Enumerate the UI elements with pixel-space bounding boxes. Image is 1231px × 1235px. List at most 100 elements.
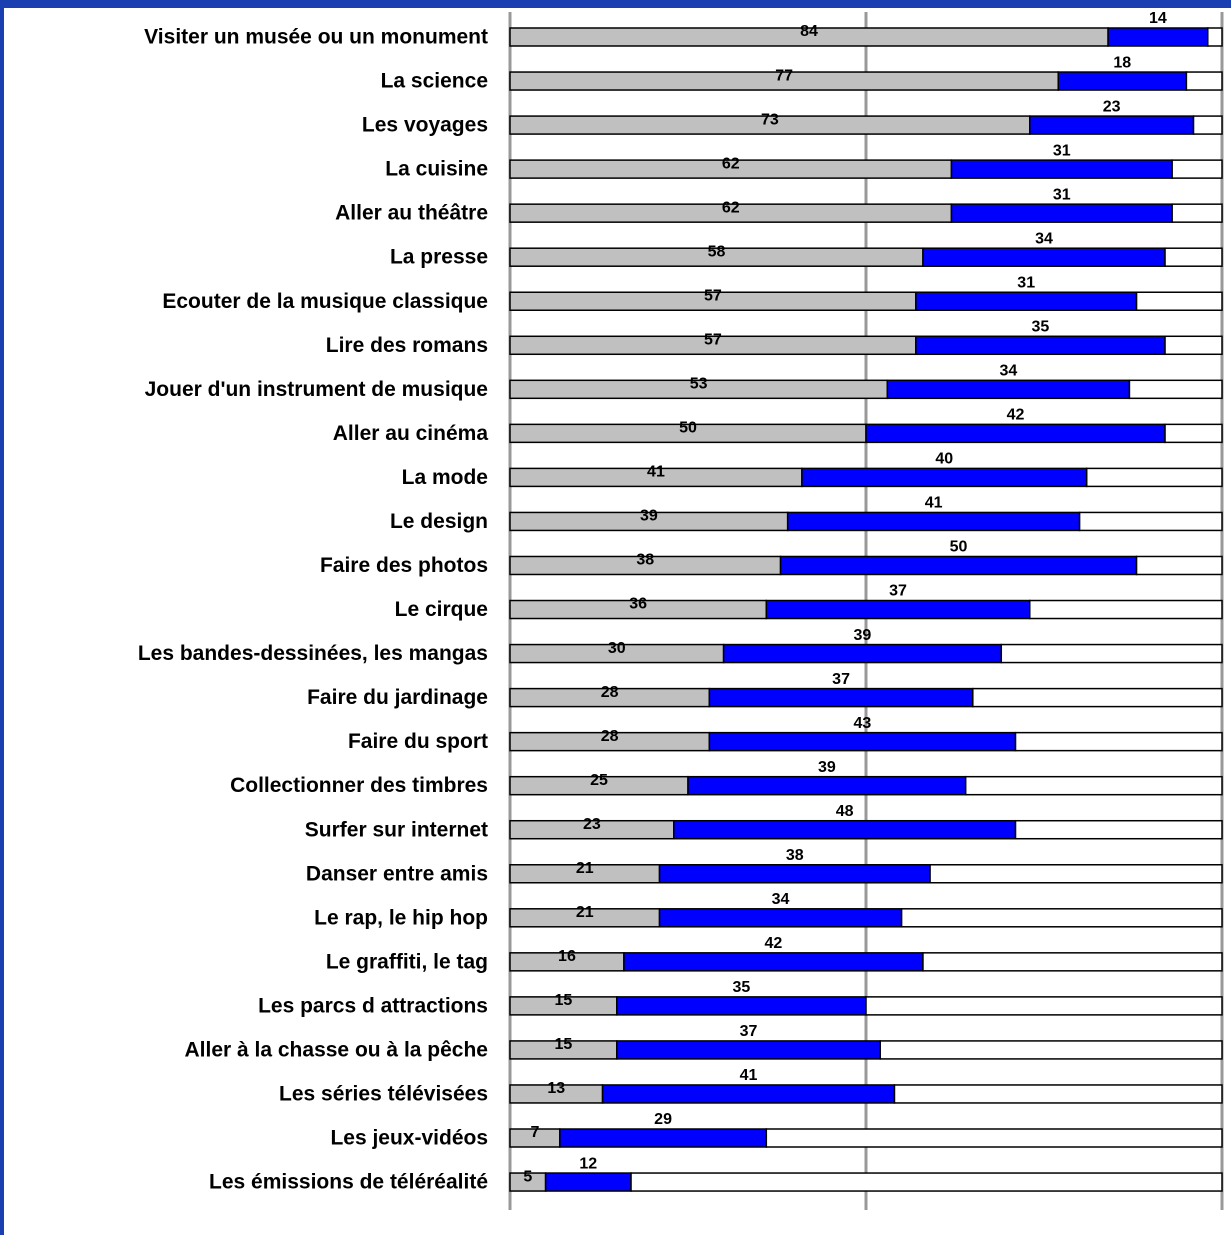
bar-segment bbox=[559, 1128, 768, 1148]
bar-segment bbox=[722, 643, 1003, 664]
bar-segment bbox=[1085, 467, 1223, 488]
bar-segment bbox=[765, 1128, 1223, 1148]
value-label: 39 bbox=[640, 508, 658, 525]
bar-segment bbox=[616, 1040, 881, 1060]
bar-segment bbox=[1171, 203, 1223, 223]
value-label: 39 bbox=[818, 759, 836, 776]
value-label: 35 bbox=[1032, 318, 1050, 335]
category-label: Les bandes-dessinées, les mangas bbox=[138, 642, 488, 665]
bar-segment bbox=[1107, 27, 1209, 47]
category-label: Le rap, le hip hop bbox=[314, 906, 488, 929]
category-label: La mode bbox=[402, 466, 488, 489]
bar-segment bbox=[616, 996, 867, 1016]
value-label: 34 bbox=[1035, 230, 1053, 247]
category-label: Faire du sport bbox=[348, 730, 488, 753]
bar-segment bbox=[929, 864, 1223, 884]
value-label: 62 bbox=[722, 155, 740, 172]
value-label: 23 bbox=[583, 816, 601, 833]
category-label: Le graffiti, le tag bbox=[326, 950, 488, 973]
value-label: 48 bbox=[836, 803, 854, 820]
category-label: La cuisine bbox=[385, 158, 488, 181]
value-label: 29 bbox=[654, 1111, 672, 1128]
value-label: 21 bbox=[576, 860, 594, 877]
frame-left bbox=[0, 0, 4, 1235]
value-label: 37 bbox=[832, 671, 850, 688]
value-label: 25 bbox=[590, 772, 608, 789]
value-label: 21 bbox=[576, 904, 594, 921]
value-label: 34 bbox=[772, 891, 790, 908]
category-label: Visiter un musée ou un monument bbox=[144, 26, 488, 49]
category-label: Collectionner des timbres bbox=[230, 774, 488, 797]
value-label: 38 bbox=[636, 552, 654, 569]
bar-segment bbox=[779, 555, 1138, 576]
value-label: 38 bbox=[786, 847, 804, 864]
category-label: Les séries télévisées bbox=[279, 1083, 488, 1106]
value-label: 28 bbox=[601, 728, 619, 745]
bar-segment bbox=[1164, 335, 1223, 356]
bar-segment bbox=[708, 687, 974, 708]
category-label: Aller au théâtre bbox=[335, 202, 488, 225]
value-label: 18 bbox=[1113, 54, 1131, 71]
value-label: 12 bbox=[579, 1155, 597, 1172]
bar-segment bbox=[1135, 555, 1223, 576]
value-label: 37 bbox=[740, 1023, 758, 1040]
value-label: 39 bbox=[854, 627, 872, 644]
bar-segment bbox=[1164, 423, 1223, 444]
category-label: Le cirque bbox=[395, 598, 488, 621]
category-label: Faire des photos bbox=[320, 554, 488, 577]
bar-segment bbox=[1135, 291, 1223, 311]
category-label: Surfer sur internet bbox=[305, 818, 488, 841]
category-label: Les jeux-vidéos bbox=[330, 1127, 488, 1150]
bar-segment bbox=[1014, 819, 1223, 840]
bar-segment bbox=[1029, 599, 1223, 620]
value-label: 73 bbox=[761, 111, 779, 128]
bar-segment bbox=[1029, 115, 1195, 135]
value-label: 43 bbox=[854, 715, 872, 732]
category-label: Jouer d'un instrument de musique bbox=[145, 378, 488, 401]
value-label: 31 bbox=[1053, 186, 1071, 203]
bar-segment bbox=[544, 1172, 632, 1192]
bar-segment bbox=[1014, 731, 1223, 752]
bar-segment bbox=[1128, 379, 1223, 400]
value-label: 50 bbox=[679, 420, 697, 437]
value-label: 30 bbox=[608, 640, 626, 657]
bar-segment bbox=[893, 1084, 1223, 1104]
bar-segment bbox=[765, 599, 1031, 620]
value-label: 84 bbox=[800, 23, 818, 40]
bar-segment bbox=[964, 775, 1223, 796]
bar-segment bbox=[915, 335, 1166, 356]
bar-segment bbox=[879, 1040, 1223, 1060]
value-label: 23 bbox=[1103, 98, 1121, 115]
value-label: 37 bbox=[889, 583, 907, 600]
bar-segment bbox=[658, 908, 903, 928]
category-label: Les parcs d attractions bbox=[258, 994, 488, 1017]
value-label: 31 bbox=[1053, 142, 1071, 159]
bar-segment bbox=[786, 511, 1081, 532]
bar-segment bbox=[915, 291, 1138, 311]
bar-segment bbox=[900, 908, 1223, 928]
bar-segment bbox=[922, 247, 1166, 267]
value-label: 34 bbox=[1000, 363, 1018, 380]
category-label: Ecouter de la musique classique bbox=[162, 290, 488, 313]
category-label: Aller au cinéma bbox=[333, 422, 489, 445]
value-label: 53 bbox=[690, 376, 708, 393]
value-label: 57 bbox=[704, 287, 722, 304]
value-label: 15 bbox=[555, 1036, 573, 1053]
bar-segment bbox=[922, 952, 1223, 972]
bar-segment bbox=[601, 1084, 896, 1104]
bar-segment bbox=[1171, 159, 1223, 179]
bar-segment bbox=[865, 996, 1223, 1016]
bar-segment bbox=[1185, 71, 1223, 91]
bar-segment bbox=[708, 731, 1017, 752]
value-label: 36 bbox=[629, 596, 647, 613]
value-label: 16 bbox=[558, 948, 576, 965]
bar-segment bbox=[630, 1172, 1223, 1192]
bar-segment bbox=[1078, 511, 1223, 532]
bar-segment bbox=[1057, 71, 1188, 91]
bar-segment bbox=[1192, 115, 1223, 135]
bar-segment bbox=[1164, 247, 1223, 267]
bar-segment bbox=[801, 467, 1088, 488]
value-label: 62 bbox=[722, 199, 740, 216]
category-label: Le design bbox=[390, 510, 488, 533]
